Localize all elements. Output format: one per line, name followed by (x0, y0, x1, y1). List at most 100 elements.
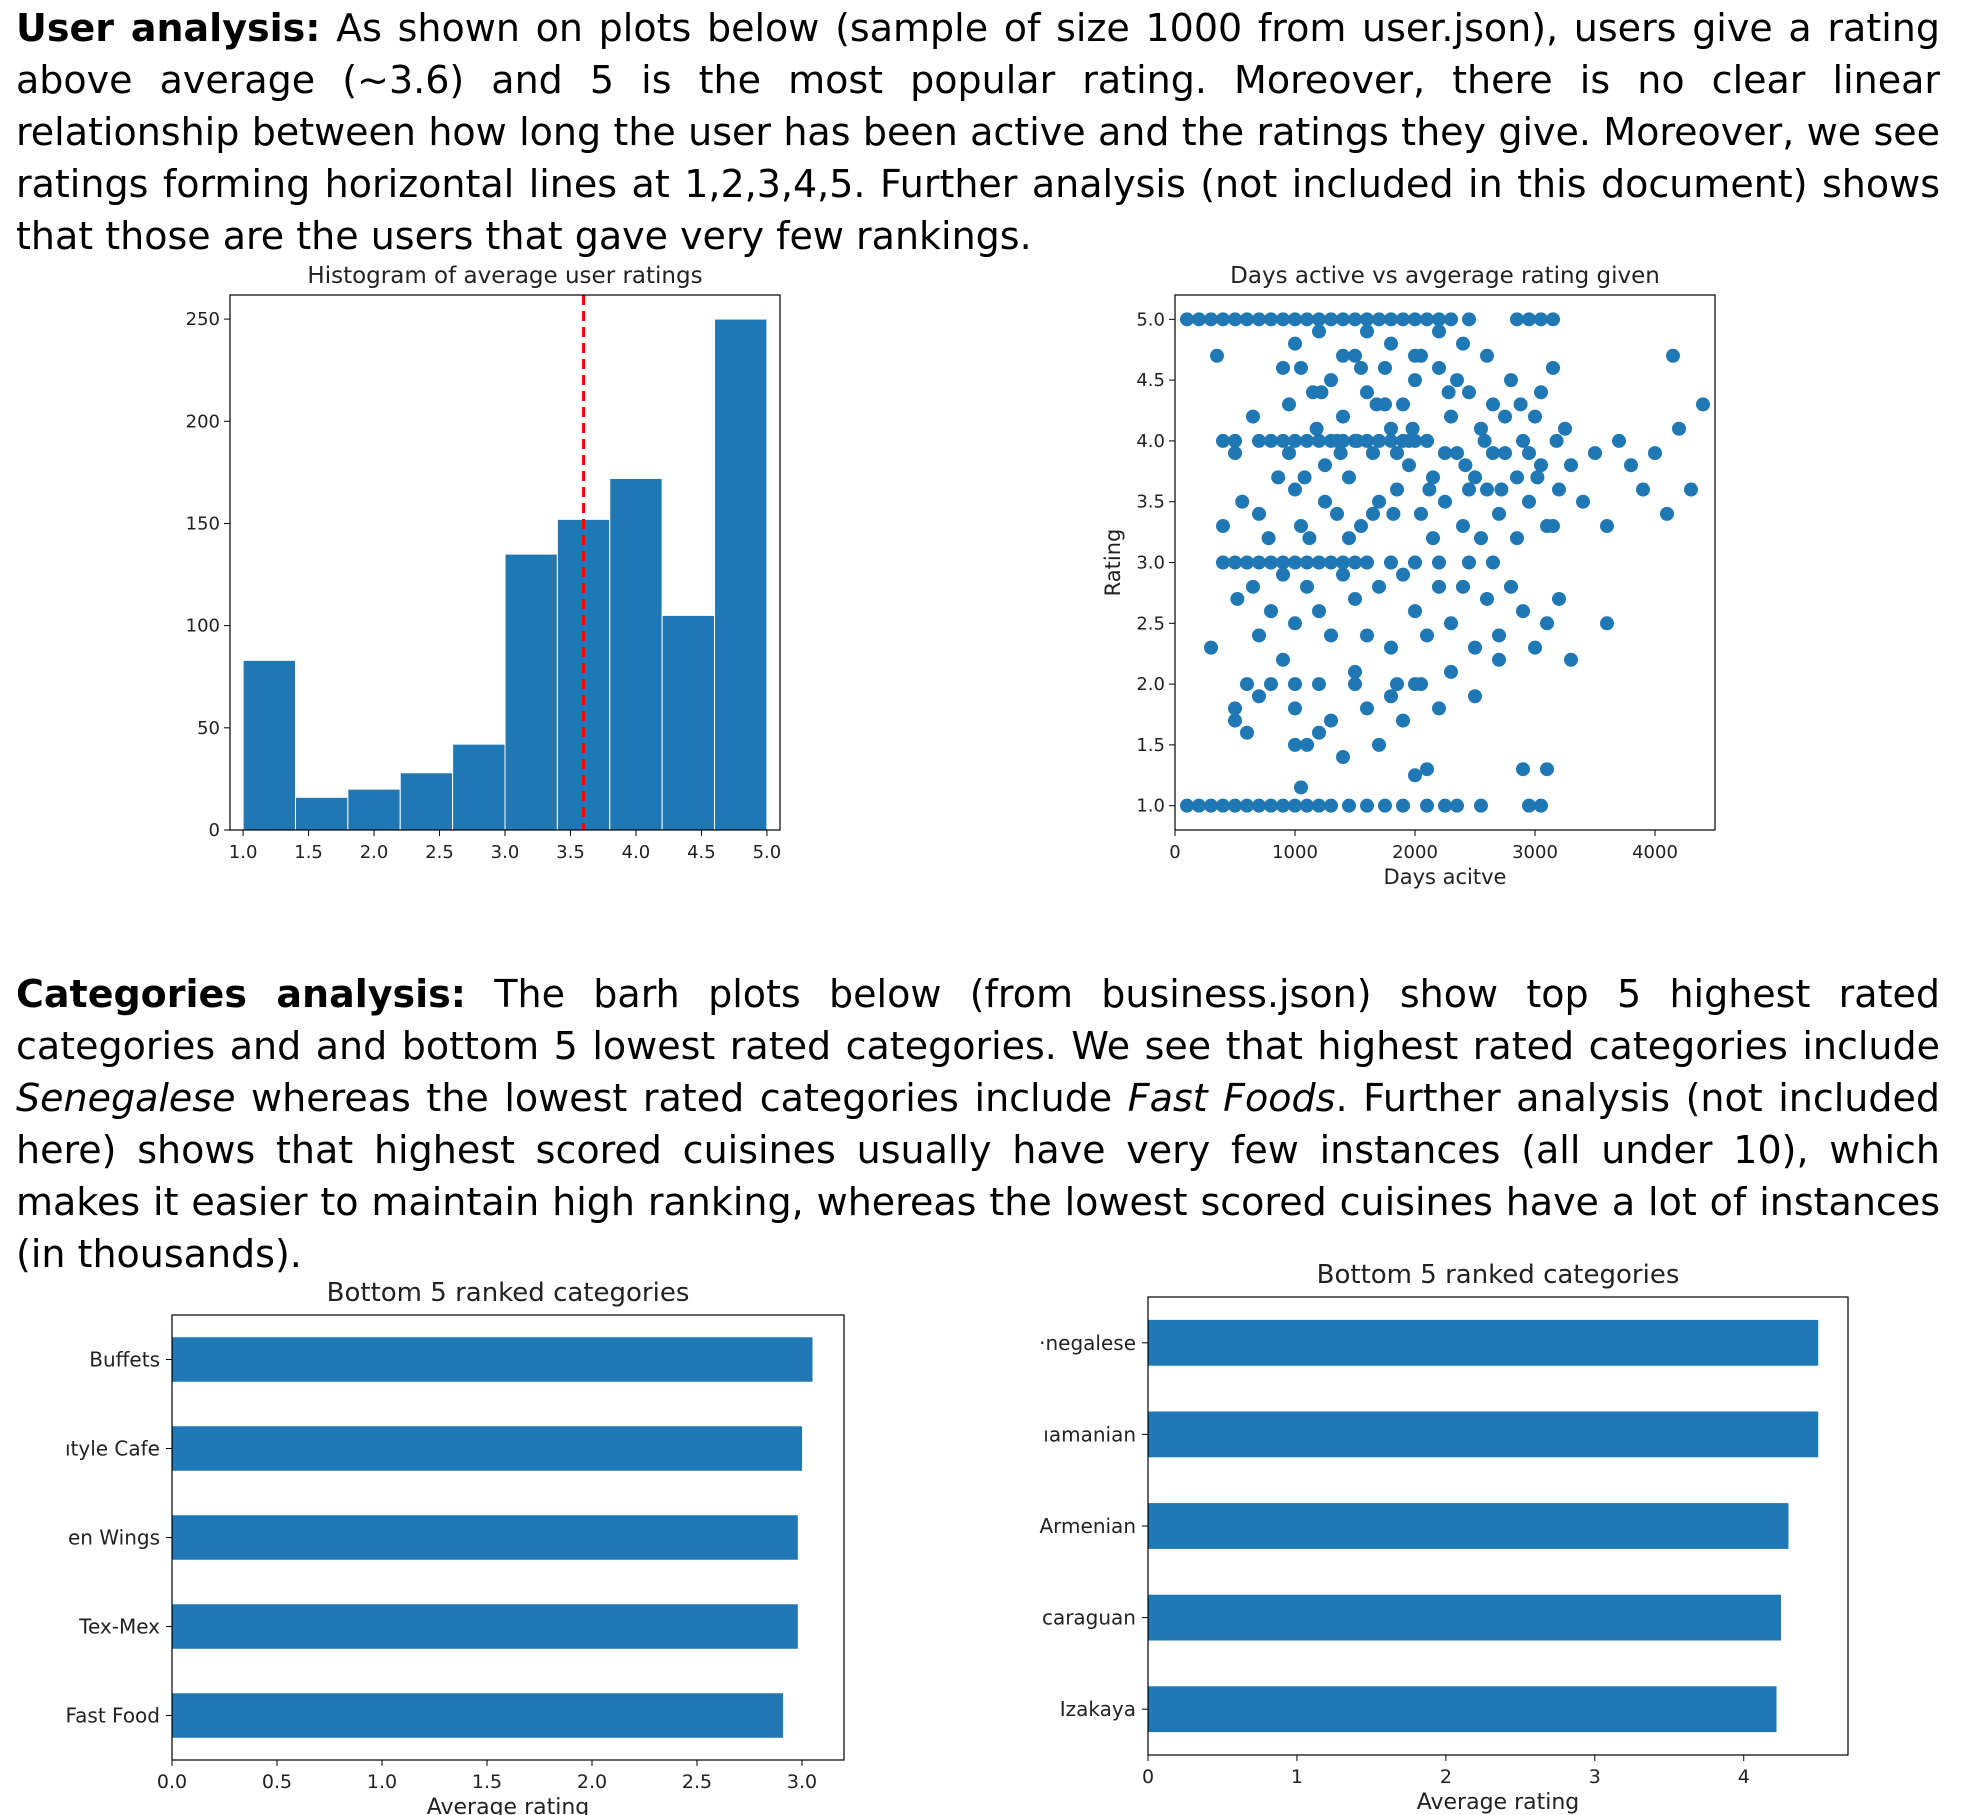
scatter-point (1348, 312, 1362, 327)
scatter-point (1348, 591, 1362, 606)
scatter-point (1288, 737, 1302, 752)
scatter-point (1288, 433, 1302, 448)
scatter-point (1513, 397, 1528, 412)
scatter-point (1276, 433, 1290, 448)
scatter-chart: Days active vs avgerage rating given 0 100… (1101, 263, 1716, 889)
y-axis-label: Rating (1101, 529, 1125, 597)
x-tick-label: 3.5 (556, 842, 585, 863)
scatter-point (1276, 652, 1290, 667)
scatter-point (1588, 446, 1602, 461)
scatter-point (1324, 555, 1338, 570)
scatter-point (1468, 470, 1482, 485)
scatter-point (1456, 519, 1470, 534)
category-bar (1148, 1594, 1781, 1641)
scatter-point (1474, 798, 1488, 813)
scatter-point (1336, 348, 1350, 363)
scatter-point (1384, 555, 1398, 570)
scatter-point (1408, 348, 1422, 363)
category-label: ıtyle Cafe (65, 1437, 160, 1461)
y-tick-label: 250 (186, 309, 220, 330)
chart-title: Days active vs avgerage rating given (1230, 263, 1660, 289)
scatter-point (1348, 348, 1362, 363)
scatter-point (1408, 768, 1422, 783)
scatter-point (1384, 689, 1398, 704)
scatter-point (1450, 446, 1464, 461)
x-tick-label: 1.0 (229, 842, 258, 863)
y-tick-label: 50 (197, 718, 220, 739)
scatter-point (1300, 579, 1314, 594)
scatter-point (1324, 713, 1338, 728)
scatter-point (1252, 689, 1266, 704)
scatter-point (1360, 798, 1374, 813)
categories-italic-b: Fast Foods (1127, 1076, 1336, 1120)
scatter-point (1300, 737, 1314, 752)
category-label: Tex-Mex (78, 1615, 160, 1639)
scatter-point (1264, 433, 1278, 448)
x-axis-label: Average rating (1417, 1790, 1580, 1815)
x-tick-label: 2.0 (360, 842, 389, 863)
scatter-point (1384, 312, 1398, 327)
scatter-point (1282, 446, 1296, 461)
scatter-point (1462, 482, 1476, 497)
y-tick-label: 1.0 (1136, 796, 1165, 817)
scatter-point (1252, 312, 1266, 327)
scatter-point (1246, 579, 1260, 594)
x-tick-label: 2000 (1392, 842, 1438, 863)
scatter-point (1324, 373, 1338, 388)
scatter-point (1444, 664, 1458, 679)
scatter-point (1324, 312, 1338, 327)
category-bar (172, 1693, 784, 1738)
scatter-point (1297, 470, 1312, 485)
scatter-point (1432, 360, 1446, 375)
scatter-point (1261, 531, 1276, 546)
scatter-point (1534, 385, 1548, 400)
x-tick-label: 2 (1440, 1766, 1452, 1788)
scatter-point (1528, 409, 1542, 424)
scatter-point (1228, 312, 1242, 327)
categories-text-b: whereas the lowest rated categories incl… (235, 1076, 1128, 1120)
x-tick-label: 5.0 (753, 842, 782, 863)
scatter-point (1396, 567, 1410, 582)
x-tick-label: 2.0 (577, 1771, 607, 1793)
y-tick-label: 0 (209, 820, 220, 841)
scatter-point (1456, 579, 1470, 594)
scatter-point (1474, 531, 1488, 546)
scatter-point (1468, 640, 1482, 655)
scatter-point (1540, 762, 1554, 777)
scatter-point (1318, 494, 1332, 509)
histogram-bar (347, 788, 401, 831)
category-label: caraguan (1042, 1606, 1136, 1630)
scatter-point (1372, 494, 1386, 509)
category-bar (172, 1515, 798, 1560)
scatter-point (1288, 677, 1302, 692)
categories-italic-a: Senegalese (16, 1076, 236, 1120)
x-tick-label: 1 (1291, 1766, 1303, 1788)
scatter-point (1228, 446, 1242, 461)
scatter-point (1230, 591, 1245, 606)
scatter-point (1546, 360, 1560, 375)
scatter-point (1486, 446, 1500, 461)
scatter-point (1486, 555, 1500, 570)
scatter-point (1450, 798, 1464, 813)
scatter-point (1216, 798, 1230, 813)
scatter-point (1336, 750, 1350, 765)
scatter-point (1516, 604, 1530, 619)
scatter-point (1576, 494, 1590, 509)
scatter-point (1192, 798, 1206, 813)
scatter-point (1438, 494, 1452, 509)
scatter-point (1444, 616, 1458, 631)
scatter-point (1282, 397, 1296, 412)
scatter-point (1494, 482, 1509, 497)
scatter-point (1288, 798, 1302, 813)
x-tick-label: 4.0 (622, 842, 651, 863)
category-bar (1148, 1503, 1789, 1549)
scatter-point (1360, 433, 1374, 448)
y-tick-label: 1.5 (1136, 735, 1165, 756)
y-tick-label: 150 (186, 513, 220, 534)
scatter-point (1384, 336, 1398, 351)
x-tick-label: 4.5 (687, 842, 716, 863)
scatter-point (1240, 725, 1254, 740)
scatter-point (1366, 446, 1380, 461)
user-analysis-heading: User analysis: (16, 6, 321, 50)
scatter-point (1288, 701, 1302, 716)
